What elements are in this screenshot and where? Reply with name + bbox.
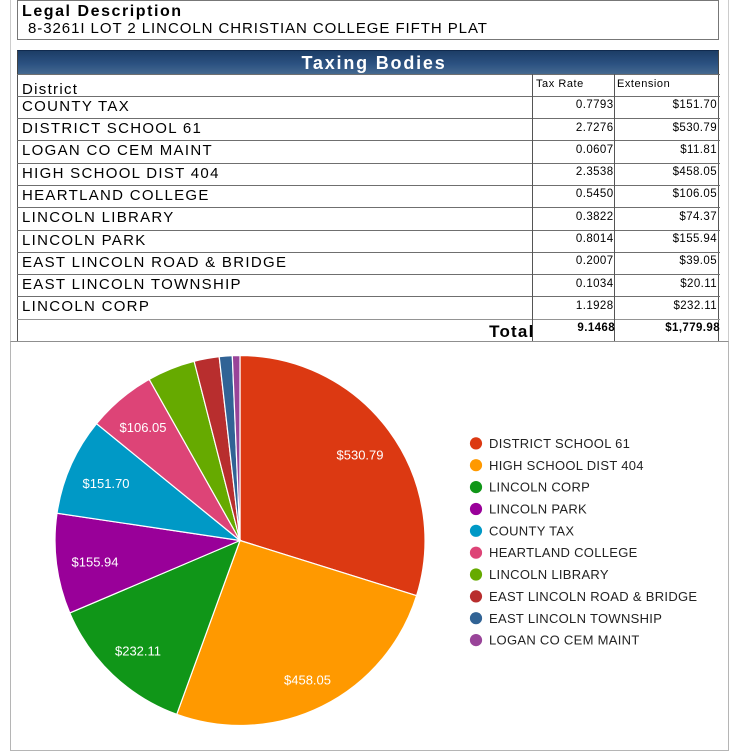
svg-text:HEARTLAND COLLEGE: HEARTLAND COLLEGE (489, 545, 638, 560)
svg-text:EAST LINCOLN ROAD & BRIDGE: EAST LINCOLN ROAD & BRIDGE (489, 589, 697, 604)
svg-text:$106.05: $106.05 (120, 420, 167, 435)
svg-text:COUNTY TAX: COUNTY TAX (489, 523, 574, 538)
svg-text:$155.94: $155.94 (72, 555, 119, 570)
svg-text:$530.79: $530.79 (337, 448, 384, 463)
svg-text:LINCOLN CORP: LINCOLN CORP (489, 480, 590, 495)
svg-text:$151.70: $151.70 (83, 476, 130, 491)
svg-text:$232.11: $232.11 (115, 644, 161, 659)
svg-text:EAST LINCOLN TOWNSHIP: EAST LINCOLN TOWNSHIP (489, 611, 662, 626)
svg-text:$458.05: $458.05 (284, 673, 331, 688)
svg-text:HIGH SCHOOL DIST 404: HIGH SCHOOL DIST 404 (489, 458, 644, 473)
svg-text:LINCOLN LIBRARY: LINCOLN LIBRARY (489, 567, 609, 582)
svg-text:DISTRICT SCHOOL 61: DISTRICT SCHOOL 61 (489, 436, 630, 451)
svg-text:LINCOLN PARK: LINCOLN PARK (489, 502, 587, 517)
svg-text:LOGAN CO CEM MAINT: LOGAN CO CEM MAINT (489, 633, 640, 648)
